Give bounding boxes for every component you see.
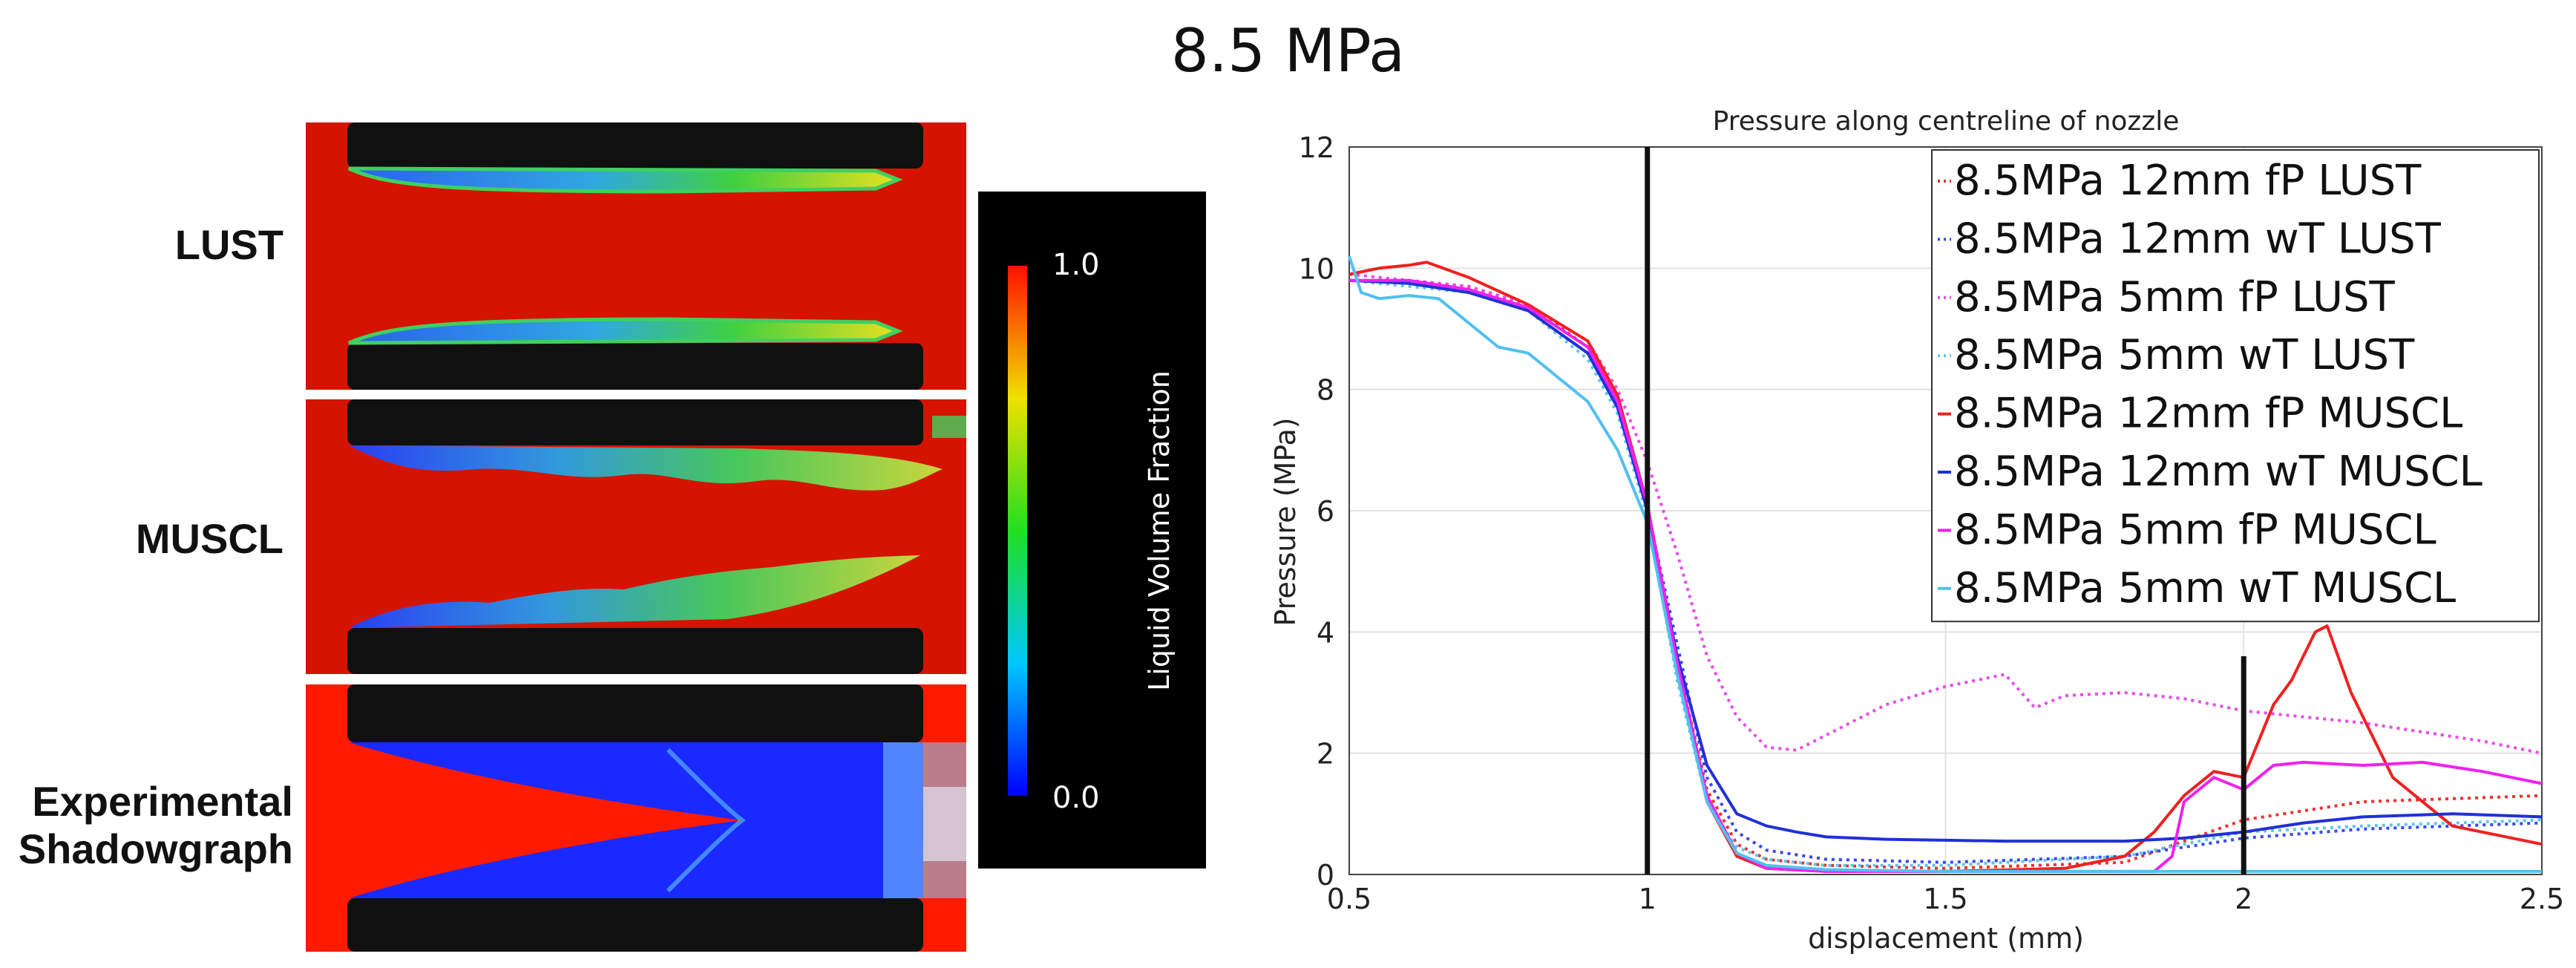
legend-label: 8.5MPa 12mm wT MUSCL: [1954, 448, 2482, 496]
x-axis-label: displacement (mm): [1808, 922, 2084, 955]
y-tick-label: 8: [1317, 374, 1334, 407]
legend-label: 8.5MPa 5mm fP MUSCL: [1954, 506, 2436, 554]
series-line-4: [1348, 278, 2543, 867]
y-tick-label: 2: [1317, 738, 1334, 771]
y-axis-label: Pressure (MPa): [1269, 417, 1302, 626]
chart-title: Pressure along centreline of nozzle: [1713, 106, 2180, 137]
panel-label-muscl: MUSCL: [135, 515, 284, 562]
y-tick-label: 6: [1317, 495, 1334, 528]
x-tick-label: 1: [1639, 883, 1656, 915]
panel-label-lust: LUST: [174, 221, 284, 268]
legend-label: 8.5MPa 5mm wT MUSCL: [1954, 564, 2456, 612]
legend-label: 8.5MPa 12mm fP LUST: [1954, 157, 2422, 205]
series-line-2: [1348, 278, 2543, 864]
lust-panel: [306, 122, 966, 390]
legend-label: 8.5MPa 12mm fP MUSCL: [1954, 390, 2462, 438]
colorbar: [978, 192, 1206, 869]
muscl-panel: [306, 399, 966, 674]
legend-label: 8.5MPa 5mm fP LUST: [1954, 273, 2396, 321]
panel-label-line-2: Shadowgraph: [18, 825, 293, 872]
plot-frame: [1348, 146, 2543, 875]
x-tick-label: 0.5: [1327, 883, 1371, 915]
x-tick-label: 2: [2235, 883, 2252, 915]
y-tick-label: 0: [1317, 859, 1334, 892]
x-tick-label: 2.5: [2520, 883, 2564, 915]
legend-box: [1931, 149, 2540, 623]
figure-title: 8.5 MPa: [1170, 16, 1406, 85]
legend-label: 8.5MPa 5mm wT LUST: [1954, 331, 2415, 379]
series-line-6: [1348, 278, 2543, 843]
legend-label: 8.5MPa 12mm wT LUST: [1954, 215, 2442, 263]
panel-label-experimental: Experimental Shadowgraph: [7, 778, 293, 873]
x-tick-label: 1.5: [1923, 883, 1967, 915]
y-tick-label: 12: [1299, 131, 1334, 164]
experimental-panel: [306, 684, 966, 952]
series-line-8: [1348, 255, 2542, 873]
y-tick-label: 10: [1299, 252, 1334, 285]
y-tick-label: 4: [1317, 616, 1334, 649]
panel-label-line-1: Experimental: [32, 778, 293, 825]
